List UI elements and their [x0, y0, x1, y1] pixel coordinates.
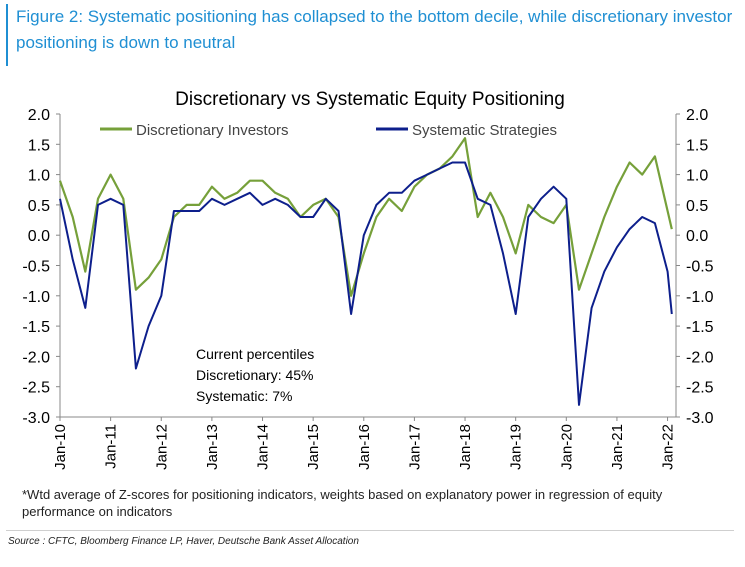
x-tick-label: Jan-18	[457, 424, 474, 470]
series-lines	[58, 137, 673, 406]
annotation-line-1: Current percentiles	[196, 346, 314, 362]
left-y-tick-label: 0.5	[28, 198, 50, 215]
x-tick-label: Jan-21	[609, 424, 626, 470]
left-y-tick-label: 1.5	[28, 137, 50, 154]
right-y-tick-label: 0.0	[686, 228, 708, 245]
left-y-tick-label: -1.0	[22, 289, 50, 306]
right-y-tick-label: -3.0	[686, 410, 714, 427]
annotation-line-3: Systematic: 7%	[196, 388, 292, 404]
footnote: *Wtd average of Z-scores for positioning…	[22, 487, 663, 519]
x-tick-label: Jan-12	[153, 424, 170, 470]
right-y-tick-label: 1.0	[686, 168, 708, 185]
right-y-tick-label: -1.5	[686, 319, 714, 336]
left-y-tick-label: -2.0	[22, 349, 50, 366]
left-y-tick-label: 1.0	[28, 168, 50, 185]
legend: Discretionary Investors Systematic Strat…	[100, 122, 557, 139]
right-y-tick-label: -2.0	[686, 349, 714, 366]
left-y-tick-label: 2.0	[28, 107, 50, 124]
right-y-ticks: 2.0 1.5 1.0 0.5 0.0 -0.5 -1.0 -1.5 -2.0 -2.5 -3.0	[676, 107, 714, 427]
left-y-ticks: 2.0 1.5 1.0 0.5 0.0 -0.5 -1.0 -1.5 -2.0 -2.5 -3.0	[22, 107, 60, 427]
x-ticks: Jan-10 Jan-11 Jan-12 Jan-13 Jan-14 Jan-15 Jan-…	[52, 417, 677, 470]
annotation-box: Current percentiles Discretionary: 45% S…	[196, 346, 314, 404]
x-tick-label: Jan-20	[558, 424, 575, 470]
left-y-tick-label: -1.5	[22, 319, 50, 336]
right-y-tick-label: -2.5	[686, 380, 714, 397]
legend-label-discretionary: Discretionary Investors	[136, 122, 289, 139]
source-divider	[6, 530, 734, 531]
right-y-tick-label: -1.0	[686, 289, 714, 306]
annotation-line-2: Discretionary: 45%	[196, 367, 314, 383]
x-tick-label: Jan-15	[305, 424, 322, 470]
left-y-tick-label: -2.5	[22, 380, 50, 397]
x-tick-label: Jan-19	[508, 424, 525, 470]
x-tick-label: Jan-17	[406, 424, 423, 470]
series-line-systematic	[59, 161, 673, 406]
x-tick-label: Jan-22	[660, 424, 677, 470]
source-note: Source : CFTC, Bloomberg Finance LP, Hav…	[8, 536, 359, 547]
x-tick-label: Jan-11	[103, 424, 120, 469]
right-y-tick-label: 0.5	[686, 198, 708, 215]
figure-caption: Figure 2: Systematic positioning has col…	[6, 4, 745, 66]
x-tick-label: Jan-13	[204, 424, 221, 470]
left-y-tick-label: 0.0	[28, 228, 50, 245]
x-tick-label: Jan-14	[255, 424, 272, 470]
right-y-tick-label: 2.0	[686, 107, 708, 124]
right-y-tick-label: -0.5	[686, 259, 714, 276]
x-tick-label: Jan-10	[52, 424, 69, 470]
chart-title: Discretionary vs Systematic Equity Posit…	[175, 89, 565, 110]
legend-label-systematic: Systematic Strategies	[412, 122, 557, 139]
left-y-tick-label: -0.5	[22, 259, 50, 276]
right-y-tick-label: 1.5	[686, 137, 708, 154]
left-y-tick-label: -3.0	[22, 410, 50, 427]
series-line-discretionary	[58, 137, 673, 297]
x-tick-label: Jan-16	[356, 424, 373, 470]
